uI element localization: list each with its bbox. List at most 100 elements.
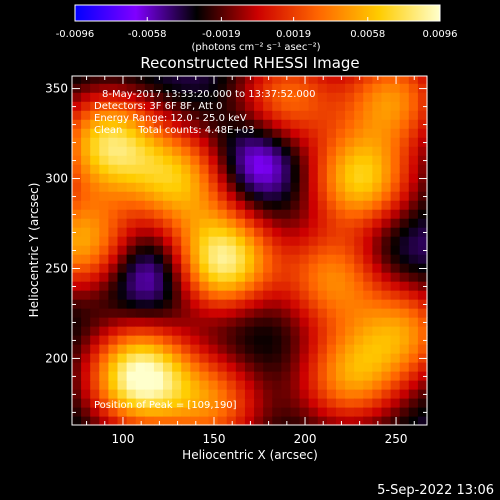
annotation-energy-range: Energy Range: 12.0 - 25.0 keV [94, 113, 247, 124]
heatmap-cell [108, 200, 119, 210]
heatmap-cell [90, 380, 100, 390]
heatmap-cell [335, 200, 346, 210]
heatmap-cell [181, 236, 191, 246]
heatmap-cell [345, 389, 355, 399]
heatmap-cell [244, 353, 255, 363]
heatmap-cell [163, 326, 173, 336]
heatmap-cell [163, 254, 173, 264]
heatmap-cell [399, 398, 410, 408]
heatmap-cell [335, 191, 346, 201]
heatmap-cell [417, 389, 428, 399]
heatmap-cell [363, 218, 373, 228]
heatmap-cell [190, 299, 201, 309]
heatmap-cell [408, 236, 419, 246]
heatmap-cell [263, 191, 273, 201]
heatmap-cell [90, 76, 100, 84]
heatmap-cell [363, 245, 373, 255]
heatmap-cell [235, 83, 246, 93]
heatmap-cell [417, 110, 428, 120]
heatmap-cell [144, 173, 155, 183]
heatmap-cell [108, 76, 119, 84]
heatmap-cell [399, 353, 410, 363]
heatmap-cell [208, 191, 219, 201]
heatmap-cell [381, 308, 392, 318]
heatmap-cell [153, 416, 164, 426]
heatmap-cell [345, 119, 355, 129]
heatmap-cell [363, 263, 373, 273]
heatmap-cell [72, 335, 82, 345]
heatmap-cell [99, 137, 110, 147]
heatmap-cell [199, 164, 210, 174]
heatmap-cell [263, 407, 273, 417]
heatmap-cell [363, 173, 373, 183]
heatmap-cell [226, 407, 237, 417]
heatmap-cell [81, 353, 91, 363]
heatmap-cell [199, 110, 210, 120]
heatmap-cell [163, 173, 173, 183]
heatmap-cell [290, 407, 301, 417]
heatmap-cell [417, 209, 428, 219]
heatmap-cell [117, 92, 128, 102]
heatmap-cell [390, 272, 401, 282]
heatmap-cell [217, 236, 228, 246]
heatmap-cell [299, 236, 310, 246]
heatmap-cell [254, 362, 264, 372]
heatmap-cell [354, 335, 364, 345]
heatmap-cell [181, 398, 191, 408]
heatmap-cell [99, 200, 110, 210]
heatmap-cell [308, 191, 319, 201]
heatmap-cell [108, 263, 119, 273]
heatmap-cell [299, 371, 310, 381]
heatmap-cell [345, 407, 355, 417]
heatmap-cell [117, 200, 128, 210]
heatmap-cell [90, 389, 100, 399]
heatmap-cell [417, 200, 428, 210]
heatmap-cell [372, 209, 383, 219]
heatmap-cell [408, 76, 419, 84]
heatmap-cell [308, 362, 319, 372]
heatmap-cell [308, 353, 319, 363]
heatmap-cell [90, 227, 100, 237]
heatmap-cell [345, 371, 355, 381]
heatmap-cell [163, 76, 173, 84]
heatmap-cell [308, 317, 319, 327]
heatmap-cell [326, 407, 337, 417]
heatmap-cell [190, 110, 201, 120]
heatmap-cell [326, 110, 337, 120]
heatmap-cell [299, 353, 310, 363]
heatmap-cell [135, 155, 146, 165]
heatmap-cell [72, 389, 82, 399]
heatmap-cell [254, 155, 264, 165]
heatmap-cell [163, 371, 173, 381]
heatmap-cell [244, 272, 255, 282]
heatmap-cell [317, 173, 328, 183]
colorbar-tick-label: -0.0058 [128, 29, 167, 40]
heatmap-cell [172, 353, 182, 363]
heatmap-cell [254, 191, 264, 201]
heatmap-cell [108, 227, 119, 237]
heatmap-cell [72, 326, 82, 336]
heatmap-cell [317, 389, 328, 399]
heatmap-cell [281, 119, 292, 129]
heatmap-cell [381, 398, 392, 408]
heatmap-cell [81, 200, 91, 210]
heatmap-cell [254, 200, 264, 210]
heatmap-cell [108, 353, 119, 363]
heatmap-cell [345, 344, 355, 354]
heatmap-cell [372, 290, 383, 300]
heatmap-cell [117, 137, 128, 147]
heatmap-cell [335, 155, 346, 165]
heatmap-cell [90, 200, 100, 210]
heatmap-cell [345, 236, 355, 246]
heatmap-cell [244, 76, 255, 84]
heatmap-cell [81, 146, 91, 156]
heatmap-cell [235, 281, 246, 291]
heatmap-cell [254, 146, 264, 156]
heatmap-cell [326, 389, 337, 399]
heatmap-cell [126, 119, 137, 129]
heatmap-cell [208, 290, 219, 300]
heatmap-cell [354, 353, 364, 363]
heatmap-cell [81, 263, 91, 273]
heatmap-cell [126, 299, 137, 309]
heatmap-cell [99, 407, 110, 417]
